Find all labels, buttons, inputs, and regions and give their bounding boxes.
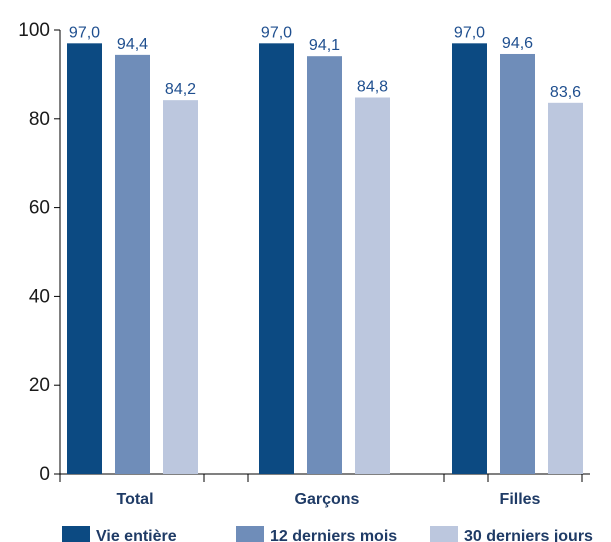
legend-swatch <box>430 526 458 542</box>
category-label: Total <box>116 491 153 508</box>
y-tick-label: 80 <box>29 109 50 130</box>
data-labels: 97,0 94,4 84,2 97,0 94,1 84,8 97,0 94,6 83,6 <box>69 24 581 100</box>
legend-label: 12 derniers mois <box>270 528 397 542</box>
y-tick-label: 40 <box>29 286 50 307</box>
bar <box>500 53 535 474</box>
y-tick-label: 0 <box>39 464 50 485</box>
bars <box>67 43 583 475</box>
y-tick-label: 20 <box>29 375 50 396</box>
category-labels: Total Garçons Filles <box>116 491 540 508</box>
bar <box>163 100 198 474</box>
y-axis: 0 20 40 60 80 100 <box>18 20 61 485</box>
data-label: 83,6 <box>550 84 581 101</box>
data-label: 97,0 <box>69 24 100 41</box>
bar <box>355 97 390 474</box>
bar <box>548 102 583 474</box>
bar <box>452 43 487 474</box>
x-axis <box>59 473 590 482</box>
data-label: 84,8 <box>357 78 388 95</box>
data-label: 97,0 <box>454 24 485 41</box>
data-label: 84,2 <box>165 81 196 98</box>
legend-swatch <box>236 526 264 542</box>
y-tick-label: 100 <box>18 20 50 41</box>
legend-label: Vie entière <box>96 528 177 542</box>
bar <box>259 43 294 474</box>
data-label: 97,0 <box>261 24 292 41</box>
bar <box>67 43 102 474</box>
data-label: 94,4 <box>117 36 148 53</box>
category-label: Garçons <box>295 491 360 508</box>
data-label: 94,1 <box>309 37 340 54</box>
bar <box>115 54 150 474</box>
bar <box>307 56 342 475</box>
y-tick-label: 60 <box>29 198 50 219</box>
legend-swatch <box>62 526 90 542</box>
data-label: 94,6 <box>502 35 533 52</box>
legend: Vie entière 12 derniers mois 30 derniers j… <box>62 526 593 542</box>
legend-label: 30 derniers jours <box>464 528 593 542</box>
category-label: Filles <box>500 491 541 508</box>
